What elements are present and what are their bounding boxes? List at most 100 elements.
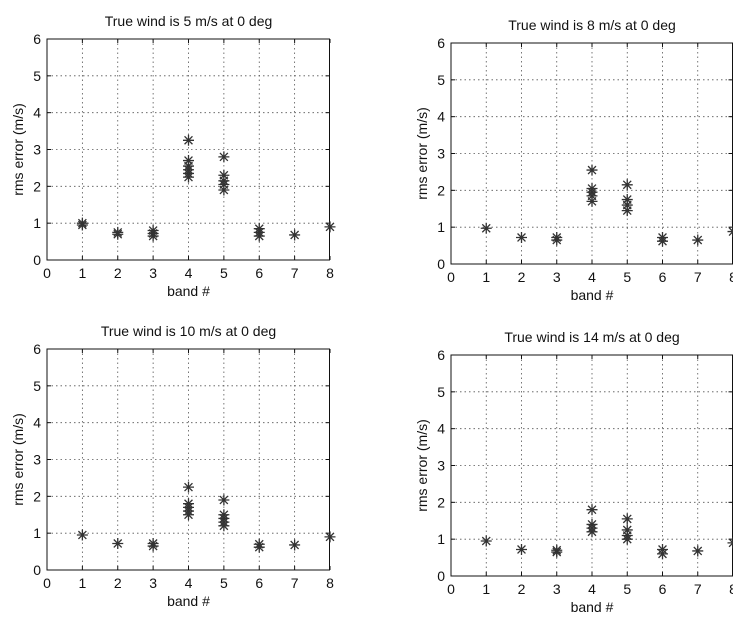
y-tick-label: 0 [437, 256, 445, 272]
data-point [183, 134, 194, 146]
y-tick-label: 2 [437, 182, 445, 198]
x-tick-label: 8 [326, 575, 334, 591]
data-point [586, 526, 598, 538]
x-tick-label: 2 [518, 269, 526, 285]
y-tick-label: 4 [437, 421, 445, 437]
y-tick-label: 3 [437, 458, 445, 474]
data-point [551, 231, 563, 243]
chart-panel-2: True wind is 8 m/s at 0 deg 0 1 2 3 4 5 6 7 8 0 1 2 3… [414, 17, 733, 303]
data-point [586, 504, 598, 516]
data-point [621, 205, 633, 217]
x-axis-label: band # [167, 283, 210, 299]
y-tick-label: 6 [33, 31, 41, 47]
data-point [324, 221, 336, 233]
data-point [147, 225, 159, 237]
y-tick-label: 1 [437, 219, 445, 235]
data-point [112, 226, 124, 238]
y-axis-label: rms error (m/s) [414, 419, 430, 512]
chart-title: True wind is 5 m/s at 0 deg [105, 13, 273, 29]
y-tick-label: 3 [33, 452, 41, 468]
data-point [183, 155, 194, 167]
x-tick-label: 6 [659, 581, 667, 597]
data-point [551, 544, 563, 556]
x-tick-label: 1 [482, 581, 490, 597]
data-point [218, 184, 230, 196]
x-axis-label: band # [571, 287, 614, 303]
data-point [253, 230, 265, 242]
data-point [692, 545, 704, 557]
x-tick-label: 4 [588, 269, 596, 285]
y-tick-label: 4 [33, 105, 41, 121]
data-point [183, 481, 194, 493]
data-point [76, 529, 88, 541]
plot-frame [46, 348, 330, 571]
y-tick-label: 5 [33, 68, 41, 84]
data-point [324, 531, 336, 543]
data-point [183, 509, 194, 521]
x-tick-label: 5 [623, 269, 631, 285]
y-axis-label: rms error (m/s) [10, 413, 26, 506]
data-point [289, 539, 301, 551]
x-tick-label: 3 [149, 575, 157, 591]
x-tick-label: 3 [149, 265, 157, 281]
data-point [621, 194, 633, 206]
x-tick-label: 3 [553, 269, 561, 285]
data-point [218, 169, 230, 181]
y-tick-label: 2 [33, 178, 41, 194]
chart-panel-3: True wind is 10 m/s at 0 deg 0 1 2 3 4 5 6 7 8 0 1 2… [10, 323, 336, 609]
data-point [516, 231, 527, 243]
data-point [516, 543, 527, 555]
y-tick-label: 5 [33, 378, 41, 394]
x-tick-label: 7 [291, 575, 299, 591]
data-point [621, 533, 633, 545]
x-tick-label: 8 [729, 581, 733, 597]
y-tick-label: 3 [33, 142, 41, 158]
x-tick-label: 1 [78, 575, 86, 591]
y-tick-label: 6 [437, 35, 445, 51]
x-tick-label: 0 [43, 575, 51, 591]
data-point [218, 151, 230, 163]
y-axis-label: rms error (m/s) [414, 107, 430, 200]
x-tick-label: 0 [43, 265, 51, 281]
x-tick-label: 2 [518, 581, 526, 597]
data-point [657, 548, 668, 560]
chart-title: True wind is 8 m/s at 0 deg [508, 17, 676, 33]
data-point [621, 513, 633, 525]
data-point [289, 229, 301, 241]
x-tick-label: 5 [623, 581, 631, 597]
x-tick-label: 1 [78, 265, 86, 281]
data-point [657, 235, 668, 247]
x-tick-label: 5 [220, 265, 228, 281]
x-tick-label: 2 [114, 575, 122, 591]
x-tick-label: 0 [447, 581, 455, 597]
y-tick-label: 2 [33, 488, 41, 504]
x-tick-label: 8 [326, 265, 334, 281]
data-point [253, 541, 265, 553]
x-axis-label: band # [571, 599, 614, 615]
x-tick-label: 6 [255, 265, 263, 281]
y-tick-label: 0 [437, 568, 445, 584]
x-tick-label: 6 [659, 269, 667, 285]
chart-panel-4: True wind is 14 m/s at 0 deg 0 1 2 3 4 5 6 7 8 0 1 2… [414, 329, 733, 615]
x-tick-label: 4 [588, 581, 596, 597]
x-tick-label: 5 [220, 575, 228, 591]
x-tick-label: 0 [447, 269, 455, 285]
x-tick-label: 6 [255, 575, 263, 591]
x-tick-label: 1 [482, 269, 490, 285]
data-point [218, 520, 230, 532]
y-tick-label: 4 [437, 109, 445, 125]
y-axis-label: rms error (m/s) [10, 103, 26, 196]
y-tick-label: 1 [33, 215, 41, 231]
x-tick-label: 3 [553, 581, 561, 597]
x-axis-label: band # [167, 593, 210, 609]
data-point [218, 178, 230, 190]
data-point [218, 494, 230, 506]
x-tick-label: 7 [694, 269, 702, 285]
x-tick-label: 2 [114, 265, 122, 281]
y-tick-label: 0 [33, 252, 41, 268]
y-tick-label: 5 [437, 72, 445, 88]
data-point [621, 179, 633, 191]
x-tick-label: 7 [694, 581, 702, 597]
data-point [112, 537, 124, 549]
